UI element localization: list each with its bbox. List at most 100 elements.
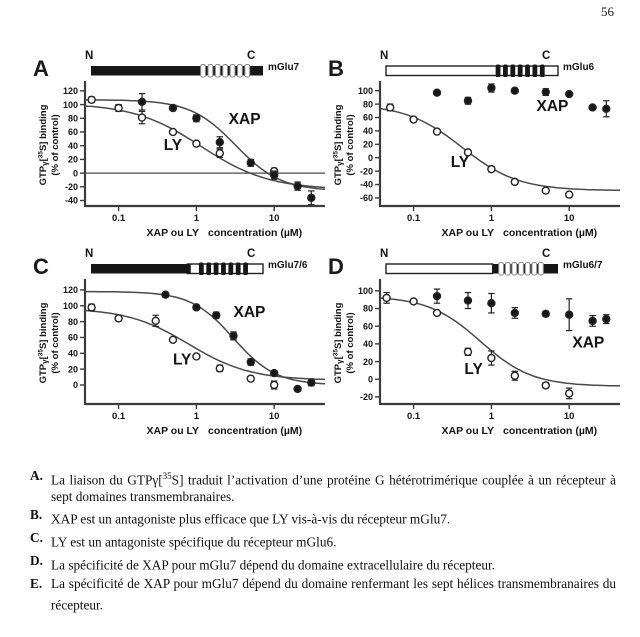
svg-text:10: 10 <box>269 213 280 224</box>
svg-text:(% of control): (% of control) <box>50 114 61 175</box>
panel-letter: B <box>328 56 344 81</box>
receptor-name: mGlu7 <box>268 62 300 73</box>
svg-text:XAP ou LY: XAP ou LY <box>441 227 494 239</box>
svg-text:120: 120 <box>63 86 78 96</box>
svg-text:0: 0 <box>368 153 373 163</box>
option-letter: B. <box>30 507 43 523</box>
figure-panel-a: A N C mGlu7 LY XAP 120 100 80 60 40 20 0 -20 -40 0.… <box>33 50 333 252</box>
option-text: La liaison du GTPγ[35S] traduit l’activa… <box>51 468 616 505</box>
svg-text:0.1: 0.1 <box>407 411 421 422</box>
svg-text:40: 40 <box>68 348 78 358</box>
n-terminus-label: N <box>85 50 94 62</box>
n-terminus-label: N <box>380 248 389 260</box>
svg-text:LY: LY <box>173 351 192 368</box>
option-text-pre: XAP est un antagoniste plus efficace que… <box>51 511 451 527</box>
svg-text:0: 0 <box>368 374 373 384</box>
svg-text:-20: -20 <box>360 166 373 176</box>
svg-text:1: 1 <box>194 213 200 224</box>
panel-letter: A <box>33 56 49 81</box>
svg-text:60: 60 <box>68 127 78 137</box>
svg-text:LY: LY <box>451 154 470 171</box>
svg-text:concentration (µM): concentration (µM) <box>208 227 302 239</box>
option-text-pre: LY est un antagoniste spécifique du réce… <box>51 534 337 550</box>
svg-text:GTPγ[35S] binding: GTPγ[35S] binding <box>333 104 345 185</box>
figure-panel-c: C N C mGlu7/6 LY XAP 120 100 80 60 40 20 0 0.1 1 10… <box>33 248 333 450</box>
option-letter: D. <box>30 553 43 569</box>
option-a: A. La liaison du GTPγ[35S] traduit l’act… <box>30 468 616 505</box>
option-letter: E. <box>30 576 43 592</box>
svg-text:60: 60 <box>68 333 78 343</box>
svg-text:20: 20 <box>68 155 78 165</box>
panel-letter: C <box>33 254 49 279</box>
receptor-name: mGlu6 <box>563 62 595 73</box>
dose-response-plot: LY XAP 120 100 80 60 40 20 0 -20 -40 0.1 1 10 XAP ou L… <box>38 81 326 239</box>
receptor-schematic <box>385 262 558 276</box>
svg-text:(% of control): (% of control) <box>345 114 356 175</box>
option-text: LY est un antagoniste spécifique du réce… <box>51 530 616 551</box>
svg-text:20: 20 <box>68 364 78 374</box>
svg-text:-40: -40 <box>360 180 373 190</box>
svg-text:-60: -60 <box>360 193 373 203</box>
c-terminus-label: C <box>542 248 551 260</box>
svg-text:20: 20 <box>363 357 373 367</box>
svg-text:0: 0 <box>73 380 78 390</box>
option-letter: C. <box>30 530 43 546</box>
option-text-pre: La spécificité de XAP pour mGlu7 dépend … <box>51 576 616 613</box>
svg-text:80: 80 <box>363 99 373 109</box>
option-text-pre: La liaison du GTPγ[ <box>51 472 163 488</box>
receptor-name: mGlu6/7 <box>563 260 603 271</box>
svg-text:40: 40 <box>68 141 78 151</box>
option-text-sup: 35 <box>162 471 172 481</box>
svg-text:1: 1 <box>194 411 200 422</box>
svg-text:0: 0 <box>73 168 78 178</box>
svg-text:-20: -20 <box>360 392 373 402</box>
svg-text:40: 40 <box>363 126 373 136</box>
svg-text:(% of control): (% of control) <box>345 312 356 373</box>
svg-text:GTPγ[35S] binding: GTPγ[35S] binding <box>38 302 50 383</box>
svg-text:10: 10 <box>564 411 575 422</box>
svg-text:80: 80 <box>68 317 78 327</box>
receptor-name: mGlu7/6 <box>268 260 308 271</box>
svg-text:-40: -40 <box>65 196 78 206</box>
svg-text:100: 100 <box>63 301 78 311</box>
svg-text:XAP: XAP <box>572 334 604 351</box>
svg-text:XAP: XAP <box>234 304 266 321</box>
c-terminus-label: C <box>247 50 256 62</box>
receptor-schematic <box>91 262 264 275</box>
svg-text:40: 40 <box>363 339 373 349</box>
svg-text:80: 80 <box>68 113 78 123</box>
svg-text:1: 1 <box>489 213 495 224</box>
receptor-schematic <box>91 64 263 78</box>
c-terminus-label: C <box>542 50 551 62</box>
dose-response-plot: LY XAP 100 80 60 40 20 0 -20 0.1 1 10 XAP ou LY conce… <box>333 279 621 437</box>
svg-text:0.1: 0.1 <box>112 411 126 422</box>
option-d: D. La spécificité de XAP pour mGlu7 dépe… <box>30 553 616 574</box>
svg-text:0.1: 0.1 <box>112 213 126 224</box>
svg-text:60: 60 <box>363 113 373 123</box>
figure-panel-d: D N C mGlu6/7 LY XAP 100 80 60 40 20 0 -20 0.1 1 10… <box>328 248 628 450</box>
c-terminus-label: C <box>247 248 256 260</box>
svg-text:GTPγ[35S] binding: GTPγ[35S] binding <box>38 104 50 185</box>
svg-text:XAP ou LY: XAP ou LY <box>441 425 494 437</box>
svg-text:XAP ou LY: XAP ou LY <box>146 425 199 437</box>
option-text: XAP est un antagoniste plus efficace que… <box>51 507 616 528</box>
option-text: La spécificité de XAP pour mGlu7 dépend … <box>51 576 616 613</box>
svg-text:LY: LY <box>164 137 183 154</box>
dose-response-plot: LY XAP 120 100 80 60 40 20 0 0.1 1 10 XAP ou LY conce… <box>38 279 326 437</box>
svg-text:(% of control): (% of control) <box>50 312 61 373</box>
svg-text:100: 100 <box>358 86 373 96</box>
option-e: E. La spécificité de XAP pour mGlu7 dépe… <box>30 576 616 613</box>
svg-text:XAP: XAP <box>229 111 261 128</box>
svg-text:80: 80 <box>363 304 373 314</box>
panel-letter: D <box>328 254 344 279</box>
svg-text:1: 1 <box>489 411 495 422</box>
svg-text:concentration (µM): concentration (µM) <box>503 425 597 437</box>
svg-text:XAP ou LY: XAP ou LY <box>146 227 199 239</box>
svg-text:10: 10 <box>269 411 280 422</box>
svg-text:100: 100 <box>358 286 373 296</box>
svg-text:100: 100 <box>63 100 78 110</box>
svg-text:120: 120 <box>63 285 78 295</box>
svg-text:60: 60 <box>363 321 373 331</box>
option-letter: A. <box>30 468 43 483</box>
